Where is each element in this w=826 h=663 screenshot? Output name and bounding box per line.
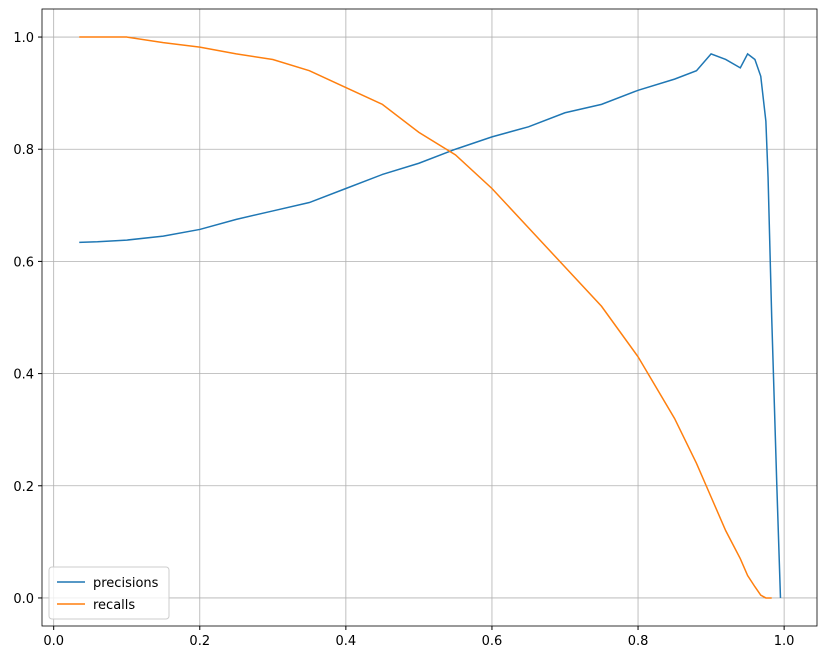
- y-tick-label: 0.4: [13, 368, 34, 383]
- y-tick-label: 0.8: [13, 143, 34, 158]
- line: [79, 52, 782, 598]
- x-tick-label: 0.4: [336, 634, 357, 649]
- x-tick-label: 0.6: [482, 634, 503, 649]
- y-tick-label: 0.6: [13, 255, 34, 270]
- x-tick-label: 0.0: [43, 634, 64, 649]
- y-tick-label: 0.0: [13, 592, 34, 607]
- legend-box: [48, 566, 170, 620]
- x-tick-label: 0.2: [189, 634, 210, 649]
- y-tick-label: 0.2: [13, 480, 34, 495]
- legend-label: precisions: [93, 576, 159, 591]
- plot-frame: [41, 8, 818, 627]
- y-tick-label: 1.0: [13, 31, 34, 46]
- x-tick-label: 1.0: [774, 634, 795, 649]
- line: [79, 36, 772, 599]
- x-tick-label: 0.8: [628, 634, 649, 649]
- legend-label: recalls: [93, 598, 135, 613]
